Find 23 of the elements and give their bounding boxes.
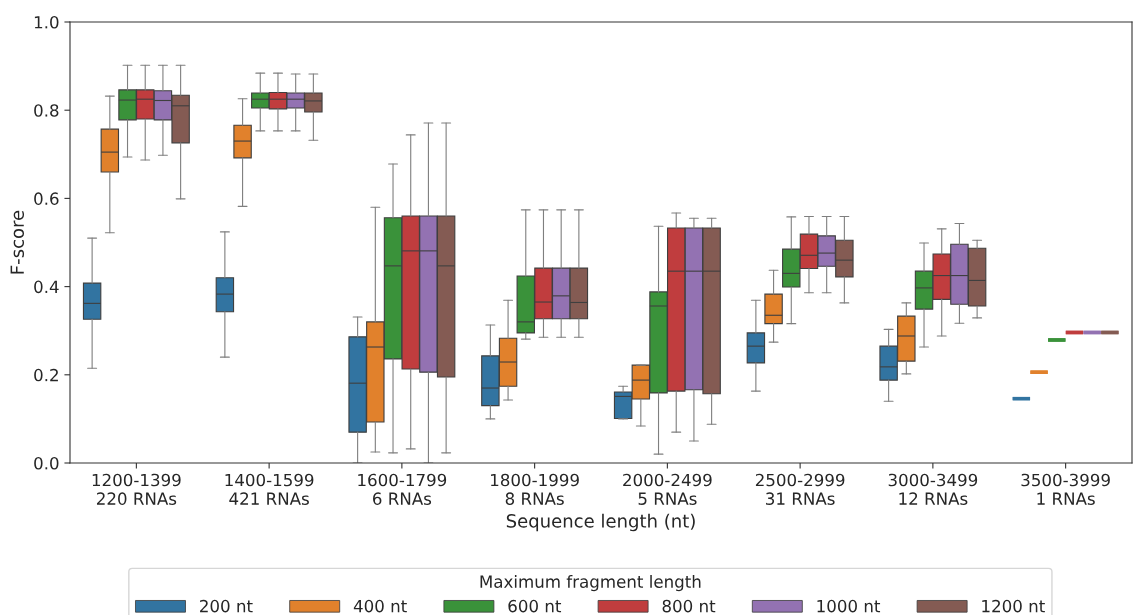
legend-label: 1000 nt <box>817 599 881 613</box>
y-tick-label: 0.6 <box>34 192 59 205</box>
x-tick-label: 1400-1599 421 RNAs <box>225 473 314 505</box>
x-tick-label: 1600-1799 6 RNAs <box>358 473 447 505</box>
x-tick-label: 3500-3999 1 RNAs <box>1021 473 1110 505</box>
legend-label: 200 nt <box>200 599 253 613</box>
y-tick-label: 0.8 <box>34 104 59 117</box>
y-tick-label: 0.4 <box>34 280 59 294</box>
y-tick-label: 1.0 <box>34 15 59 29</box>
x-tick-label: 2500-2999 31 RNAs <box>755 473 845 505</box>
x-axis-title: Sequence length (nt) <box>506 513 695 532</box>
legend-title: Maximum fragment length <box>480 575 701 592</box>
x-tick-label: 3000-3499 12 RNAs <box>888 473 978 505</box>
x-tick-label: 2000-2499 5 RNAs <box>623 473 712 505</box>
legend-label: 800 nt <box>662 599 716 613</box>
x-tick-label: 1200-1399 220 RNAs <box>92 473 181 505</box>
y-axis-title: F-score <box>10 210 25 274</box>
y-tick-label: 0.2 <box>34 368 58 382</box>
x-tick-label: 1800-1999 8 RNAs <box>491 473 579 505</box>
y-tick-label: 0.0 <box>34 456 59 470</box>
legend-label: 400 nt <box>353 599 407 613</box>
legend-label: 1200 nt <box>982 599 1045 613</box>
legend-label: 600 nt <box>508 599 562 613</box>
